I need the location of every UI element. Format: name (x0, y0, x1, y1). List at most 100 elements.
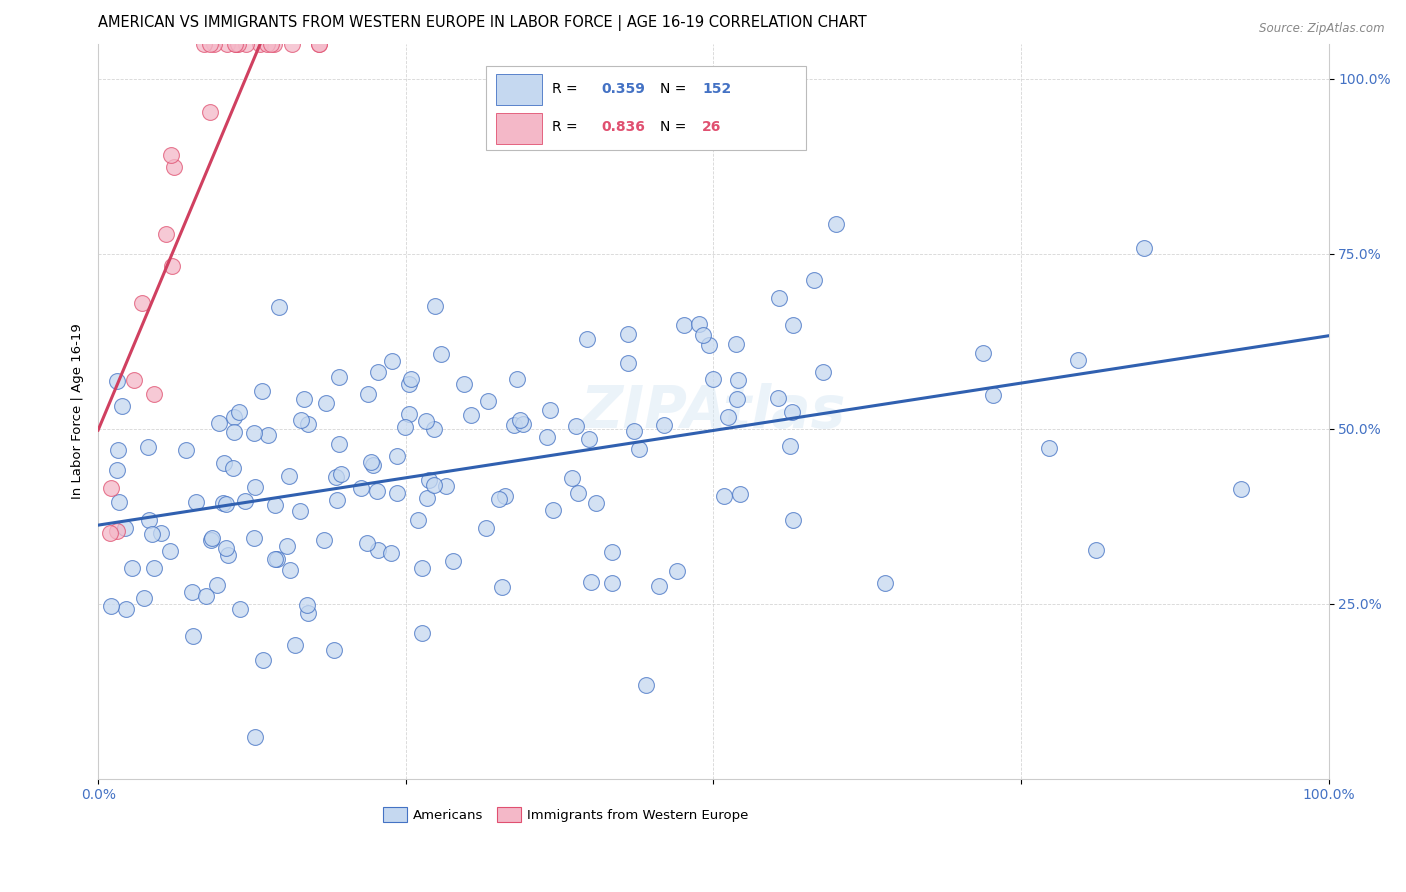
Point (264, 552, 287, 566)
Point (155, 227, 177, 241)
Point (217, 548, 239, 562)
Point (297, 606, 319, 620)
Point (100, 599, 122, 613)
Point (453, 377, 475, 392)
Point (727, 373, 749, 387)
Point (107, 442, 129, 457)
Point (292, 392, 315, 406)
Text: 0.836: 0.836 (602, 120, 645, 135)
Point (423, 422, 446, 436)
Point (981, 388, 1004, 402)
Point (290, 413, 312, 427)
Point (387, 449, 409, 463)
Point (434, 479, 457, 493)
Point (131, 296, 153, 310)
Point (429, 347, 451, 361)
Point (1229, 482, 1251, 496)
Point (195, 589, 218, 603)
Point (105, 374, 128, 388)
Point (692, 328, 714, 343)
Text: R =: R = (553, 81, 582, 95)
Point (579, 574, 602, 589)
Point (329, 467, 352, 481)
Point (477, 394, 499, 409)
Point (215, 37, 238, 51)
Point (578, 432, 600, 446)
Point (235, 37, 257, 51)
Point (252, 384, 274, 398)
Point (725, 392, 748, 406)
FancyBboxPatch shape (495, 74, 543, 105)
Point (162, 259, 184, 273)
Y-axis label: In Labor Force | Age 16-19: In Labor Force | Age 16-19 (72, 323, 84, 499)
Point (98, 525, 121, 540)
Point (325, 493, 347, 508)
Legend: Americans, Immigrants from Western Europe: Americans, Immigrants from Western Europ… (378, 801, 754, 827)
Point (356, 535, 378, 549)
Point (665, 564, 688, 578)
Point (491, 580, 513, 594)
Point (105, 463, 128, 477)
Point (200, 533, 222, 547)
Point (474, 521, 496, 535)
Point (1067, 353, 1090, 368)
Point (233, 494, 256, 508)
Point (564, 419, 586, 434)
Point (184, 495, 207, 509)
Point (1133, 241, 1156, 255)
Point (538, 403, 561, 417)
Point (688, 318, 710, 332)
Point (561, 471, 583, 485)
Point (312, 533, 335, 547)
Point (111, 399, 134, 413)
Point (245, 480, 267, 494)
Point (124, 373, 146, 387)
Point (264, 498, 287, 512)
Point (411, 561, 433, 575)
Point (411, 625, 433, 640)
Point (215, 497, 238, 511)
Point (782, 318, 804, 332)
Point (873, 576, 896, 591)
Point (115, 602, 138, 616)
Point (325, 470, 347, 484)
Point (141, 527, 163, 541)
Point (276, 539, 298, 553)
Text: N =: N = (661, 81, 692, 95)
Text: 0.359: 0.359 (602, 81, 645, 95)
Point (252, 653, 274, 667)
Point (263, 37, 285, 51)
Point (494, 489, 516, 503)
Point (824, 217, 846, 231)
Point (697, 338, 720, 352)
Point (205, 578, 228, 592)
Text: 26: 26 (703, 120, 721, 135)
Point (782, 514, 804, 528)
Point (308, 37, 330, 51)
Point (623, 424, 645, 438)
Point (585, 495, 607, 509)
Point (418, 474, 440, 488)
Point (406, 513, 429, 527)
Text: AMERICAN VS IMMIGRANTS FROM WESTERN EUROPE IN LABOR FORCE | AGE 16-19 CORRELATIO: AMERICAN VS IMMIGRANTS FROM WESTERN EURO… (98, 15, 868, 31)
Point (399, 372, 422, 386)
Point (267, 300, 290, 314)
Point (222, 425, 245, 439)
Point (256, 37, 278, 51)
FancyBboxPatch shape (495, 113, 543, 145)
Point (266, 552, 288, 566)
Point (202, 37, 225, 51)
Point (600, 545, 623, 559)
Point (224, 37, 246, 51)
FancyBboxPatch shape (485, 66, 806, 150)
Point (160, 147, 183, 161)
Point (972, 346, 994, 360)
Point (398, 377, 420, 392)
Point (600, 576, 623, 591)
Point (295, 598, 318, 612)
Point (174, 442, 197, 457)
Point (180, 585, 202, 599)
Point (222, 410, 245, 425)
Point (672, 318, 695, 333)
Point (506, 372, 529, 386)
